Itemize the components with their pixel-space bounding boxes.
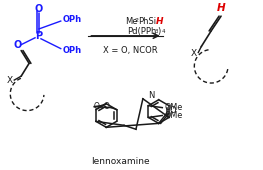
Text: H: H	[217, 3, 225, 13]
Text: Me: Me	[125, 16, 138, 26]
Text: OPh: OPh	[63, 15, 82, 24]
Text: O: O	[104, 102, 110, 111]
Text: O: O	[35, 4, 43, 14]
Text: O: O	[13, 40, 21, 50]
Text: X: X	[190, 49, 196, 58]
Text: O: O	[93, 102, 99, 111]
Text: X: X	[6, 76, 12, 85]
Text: OMe: OMe	[164, 111, 183, 120]
Text: lennoxamine: lennoxamine	[91, 157, 149, 166]
Text: H: H	[156, 16, 163, 26]
Text: OMe: OMe	[164, 103, 183, 112]
Text: 3: 3	[155, 29, 158, 34]
Text: OPh: OPh	[63, 46, 82, 55]
Text: P: P	[36, 31, 43, 41]
Text: 2: 2	[135, 18, 139, 23]
Text: N: N	[148, 91, 154, 100]
Text: ): )	[158, 27, 161, 36]
Text: PhSi: PhSi	[138, 16, 156, 26]
Text: Pd(PPh: Pd(PPh	[127, 27, 156, 36]
Text: X = O, NCOR: X = O, NCOR	[103, 46, 158, 55]
Text: 4: 4	[162, 29, 165, 34]
Text: O: O	[170, 106, 176, 115]
